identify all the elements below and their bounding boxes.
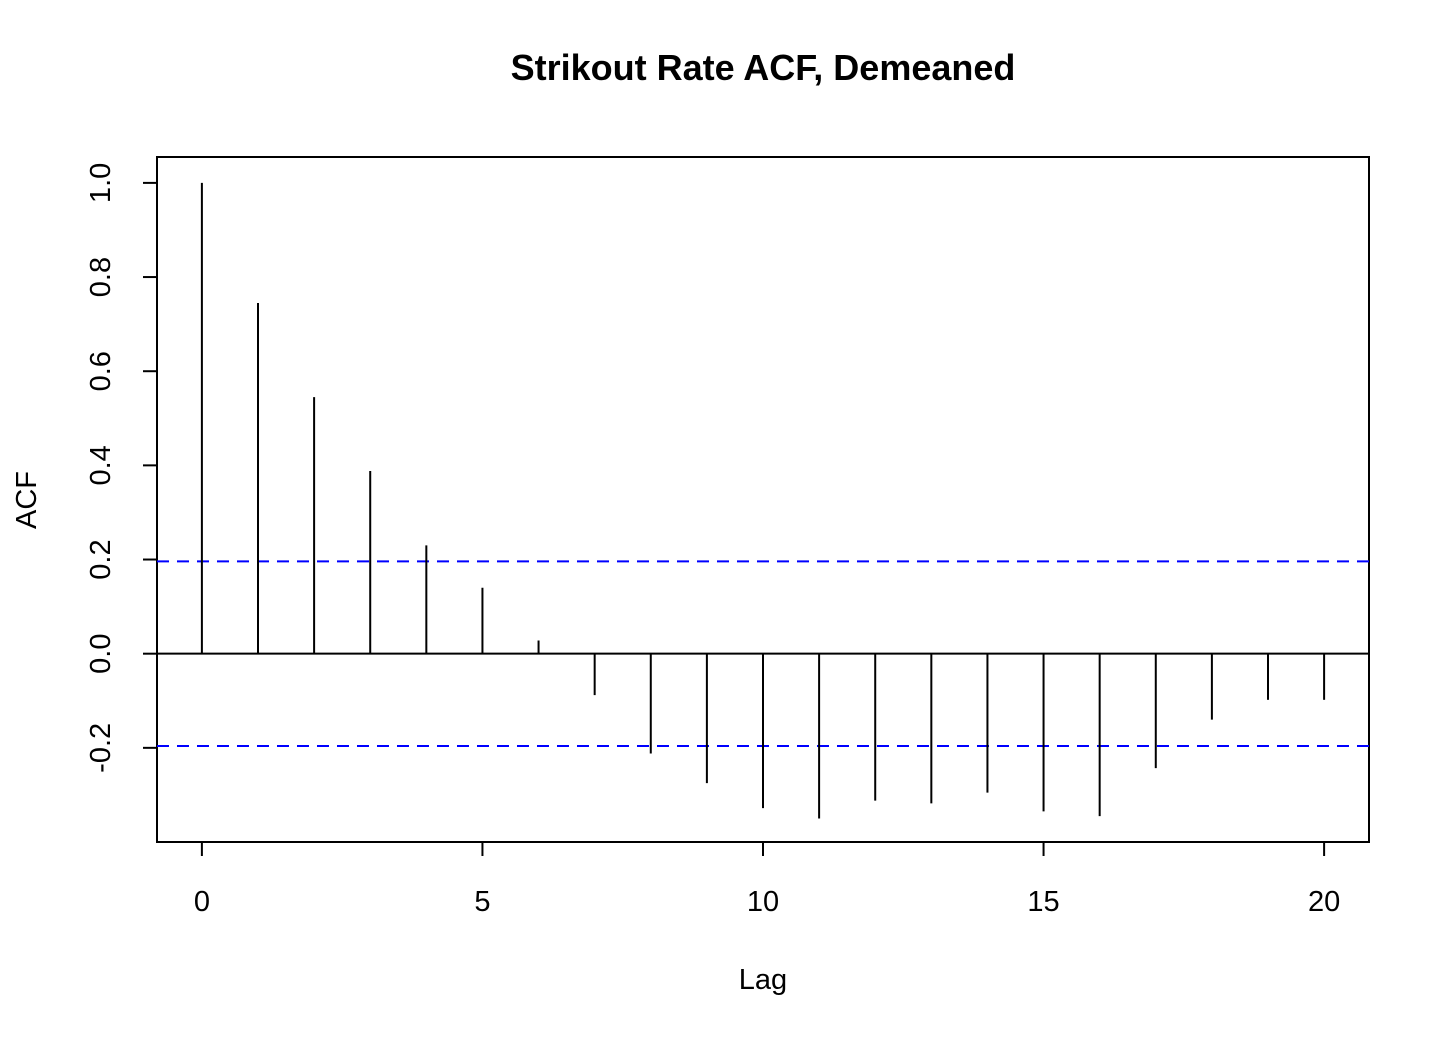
y-tick-label-1: 0.0 [85, 634, 117, 674]
x-tick-label-10: 10 [747, 886, 779, 918]
x-tick-label-0: 0 [194, 886, 210, 918]
y-tick-label-6: 1.0 [85, 163, 117, 203]
y-tick-label-3: 0.4 [85, 445, 117, 485]
x-tick-label-15: 15 [1027, 886, 1059, 918]
x-axis-label: Lag [739, 964, 787, 996]
x-tick-label-20: 20 [1308, 886, 1340, 918]
y-axis-ticks: -0.2 0.0 0.2 0.4 0.6 0.8 1.0 [85, 163, 157, 773]
acf-stems-layer [200, 182, 1326, 819]
y-tick-label-0: -0.2 [85, 723, 117, 773]
y-axis-label: ACF [11, 471, 43, 529]
x-tick-label-5: 5 [474, 886, 490, 918]
chart-title: Strikout Rate ACF, Demeaned [511, 47, 1016, 88]
y-tick-label-4: 0.6 [85, 351, 117, 391]
x-axis-ticks: 0 5 10 15 20 [194, 842, 1340, 918]
y-tick-label-5: 0.8 [85, 257, 117, 297]
y-tick-label-2: 0.2 [85, 539, 117, 579]
